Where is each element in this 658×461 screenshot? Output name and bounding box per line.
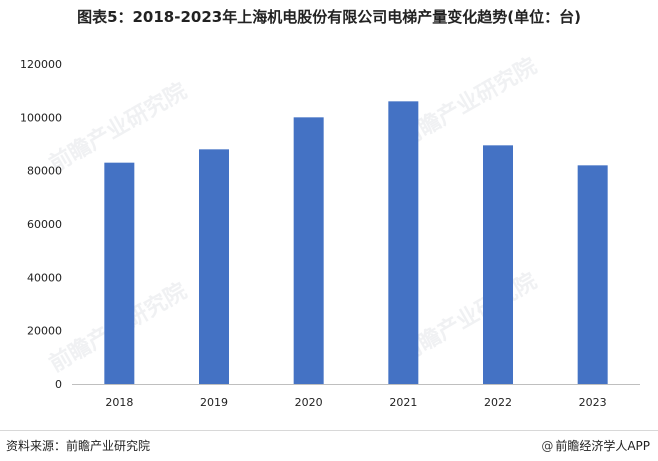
bar [577,165,608,384]
x-tick-label: 2022 [484,396,512,409]
x-tick-label: 2020 [295,396,323,409]
bar [388,101,419,384]
x-tick-label: 2018 [105,396,133,409]
footer: 资料来源：前瞻产业研究院 @ 前瞻经济学人APP [0,430,658,461]
brand-label: 前瞻经济学人APP [555,439,650,453]
y-tick-label: 20000 [27,325,62,338]
y-tick-label: 120000 [20,58,62,71]
source-note: 资料来源：前瞻产业研究院 [6,439,151,453]
bar-chart: 0 20000 40000 60000 80000 100000 120000 2018 201… [20,58,640,409]
y-tick-label: 0 [55,378,62,391]
bar [104,162,135,384]
bar [199,149,229,384]
y-tick-label: 40000 [27,271,62,284]
x-tick-label: 2019 [200,396,228,409]
brand-credit: @ 前瞻经济学人APP [541,437,650,454]
x-tick-label: 2021 [389,396,417,409]
chart-title: 图表5：2018-2023年上海机电股份有限公司电梯产量变化趋势(单位：台) [77,8,581,26]
y-tick-label: 60000 [27,218,62,231]
bar [293,117,324,384]
at-icon: @ [541,439,554,453]
x-tick-label: 2023 [579,396,607,409]
y-tick-label: 100000 [20,111,62,124]
y-tick-label: 80000 [27,165,62,178]
bar [483,145,513,384]
